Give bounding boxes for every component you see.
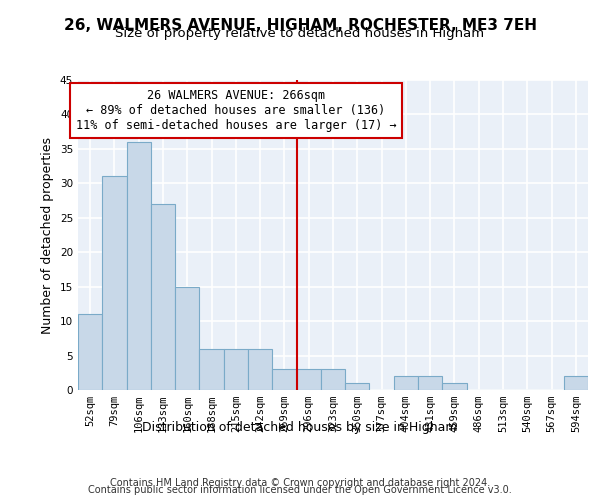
Bar xyxy=(418,376,442,390)
Bar xyxy=(127,142,151,390)
Text: 26, WALMERS AVENUE, HIGHAM, ROCHESTER, ME3 7EH: 26, WALMERS AVENUE, HIGHAM, ROCHESTER, M… xyxy=(64,18,536,32)
Y-axis label: Number of detached properties: Number of detached properties xyxy=(41,136,55,334)
Bar xyxy=(248,348,272,390)
Bar xyxy=(442,383,467,390)
Bar xyxy=(564,376,588,390)
Bar xyxy=(224,348,248,390)
Bar xyxy=(296,370,321,390)
Bar xyxy=(394,376,418,390)
Bar xyxy=(78,314,102,390)
Bar xyxy=(102,176,127,390)
Bar xyxy=(345,383,370,390)
Bar xyxy=(321,370,345,390)
Bar xyxy=(151,204,175,390)
Bar xyxy=(199,348,224,390)
Text: Distribution of detached houses by size in Higham: Distribution of detached houses by size … xyxy=(142,421,458,434)
Bar xyxy=(175,286,199,390)
Text: 26 WALMERS AVENUE: 266sqm
← 89% of detached houses are smaller (136)
11% of semi: 26 WALMERS AVENUE: 266sqm ← 89% of detac… xyxy=(76,90,397,132)
Text: Size of property relative to detached houses in Higham: Size of property relative to detached ho… xyxy=(115,28,485,40)
Text: Contains HM Land Registry data © Crown copyright and database right 2024.: Contains HM Land Registry data © Crown c… xyxy=(110,478,490,488)
Bar xyxy=(272,370,296,390)
Text: Contains public sector information licensed under the Open Government Licence v3: Contains public sector information licen… xyxy=(88,485,512,495)
